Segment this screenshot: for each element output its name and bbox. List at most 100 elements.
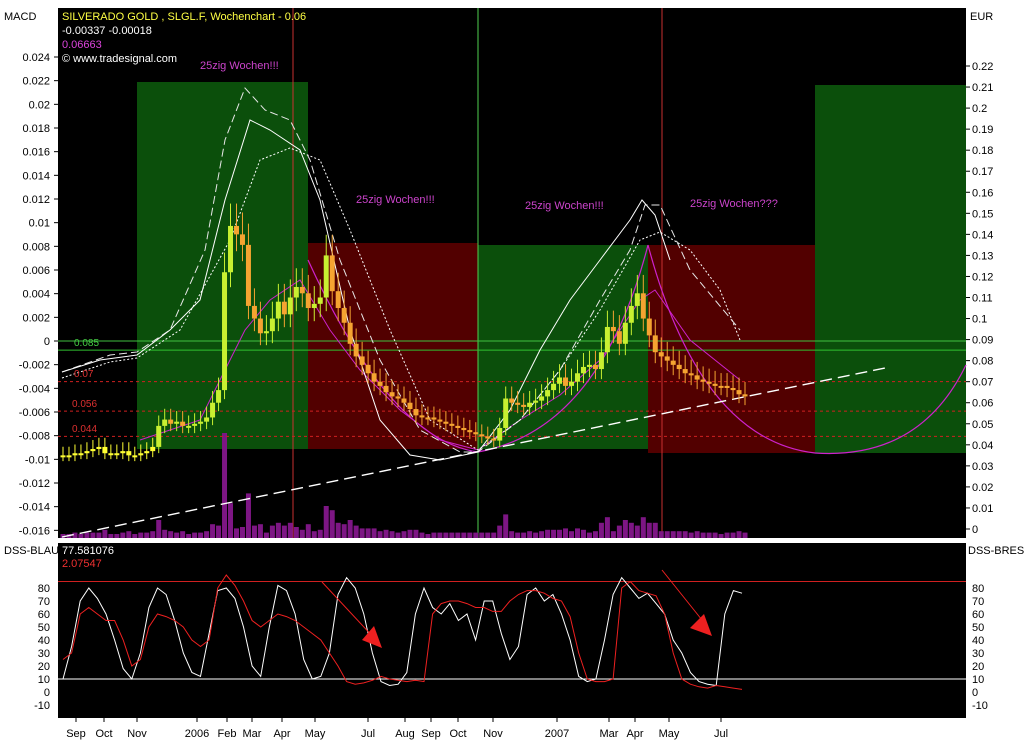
macd-tick-label: -0.002 <box>19 360 50 372</box>
dss-tick-label-right: 0 <box>972 687 978 699</box>
volume-bar <box>545 529 551 538</box>
price-axis: 0.22 0.21 0.2 0.19 0.18 0.17 0.16 0.15 0.14 0.13 0… <box>966 61 993 536</box>
macd-white-solid <box>61 119 671 461</box>
dss-tick-label: 0 <box>44 687 50 699</box>
candle-body <box>281 301 287 315</box>
candle-body <box>586 364 592 367</box>
candle-body <box>467 430 473 433</box>
volume-bar <box>84 532 90 538</box>
candle-body <box>222 272 228 391</box>
price-tick-label: 0.01 <box>972 503 993 515</box>
price-tick-label: 0.05 <box>972 419 993 431</box>
price-tick-label: 0.07 <box>972 377 993 389</box>
candle-body <box>233 225 239 235</box>
x-tick-label: 2007 <box>545 728 569 740</box>
candle-body <box>622 322 628 344</box>
volume-bar <box>365 528 371 538</box>
candle-body <box>365 364 371 374</box>
volume-bar <box>437 532 443 538</box>
macd-tick-label: 0.018 <box>22 123 50 135</box>
macd-tick-label: 0.014 <box>22 170 50 182</box>
macd-tick-label: 0 <box>44 336 50 348</box>
volume-bar <box>640 517 646 538</box>
cycle-arc-2 <box>477 244 649 453</box>
candle-body <box>168 419 174 424</box>
volume-bar <box>323 506 329 538</box>
candle-body <box>239 234 245 245</box>
volume-bar <box>634 525 640 538</box>
price-tick-label: 0.1 <box>972 314 987 326</box>
macd-tick-label: 0.024 <box>22 52 50 64</box>
candle-body <box>293 286 299 298</box>
dss-series-line <box>62 576 743 687</box>
price-tick-label: 0.2 <box>972 103 987 115</box>
candle-body <box>652 335 658 353</box>
candle-body <box>60 455 66 458</box>
volume-bar <box>533 532 539 538</box>
volume-bar <box>730 532 736 538</box>
volume-bar <box>652 522 658 538</box>
level-label-1: 0.085 <box>74 338 99 349</box>
x-tick-label: Sep <box>66 728 86 740</box>
candle-body <box>395 396 401 399</box>
candle-body <box>204 417 210 422</box>
candle-body <box>700 379 706 382</box>
macd-tick-label: 0.006 <box>22 265 50 277</box>
candle-body <box>317 297 323 304</box>
volume-bar <box>455 532 461 538</box>
candle-body <box>299 286 305 294</box>
candles-layer <box>60 203 748 462</box>
price-tick-label: 0.21 <box>972 82 993 94</box>
volume-bar <box>126 531 132 538</box>
arrow-2 <box>661 569 712 636</box>
volume-bar <box>222 433 228 538</box>
candle-body <box>706 381 712 384</box>
volume-bar <box>216 525 222 538</box>
macd-tick-label: -0.012 <box>19 478 50 490</box>
candle-body <box>497 427 503 441</box>
volume-bar <box>592 531 598 538</box>
candle-body <box>598 352 604 370</box>
red-zone-2 <box>648 245 815 453</box>
volume-bar <box>287 522 293 538</box>
dss-tick-label: 60 <box>38 609 50 621</box>
volume-bar <box>335 522 341 538</box>
volume-bar <box>521 532 527 538</box>
candle-body <box>616 331 622 344</box>
candle-body <box>245 244 251 306</box>
x-tick-label: 2006 <box>185 728 209 740</box>
volume-bar <box>275 522 281 538</box>
volume-bar <box>233 528 239 538</box>
volume-bar <box>60 534 66 538</box>
volume-bar <box>263 532 269 538</box>
dss-tick-label: 30 <box>38 648 50 660</box>
volume-bar <box>443 532 449 538</box>
candle-body <box>257 318 263 334</box>
volume-bar <box>162 529 168 538</box>
level-label-2: 0.07 <box>74 369 94 380</box>
dss-tick-label: 40 <box>38 635 50 647</box>
candle-body <box>132 455 138 458</box>
volume-bar <box>604 517 610 538</box>
volume-bar <box>132 534 138 538</box>
volume-bar <box>174 532 180 538</box>
candle-body <box>335 291 341 309</box>
volume-bar <box>586 532 592 538</box>
volume-bar <box>491 532 497 538</box>
candle-body <box>251 305 257 319</box>
volume-bar <box>688 532 694 538</box>
x-tick-label: Apr <box>626 728 643 740</box>
volume-bar <box>664 531 670 538</box>
macd-axis: 0.024 0.022 0.02 0.018 0.016 0.014 0.012 0.01 0.… <box>19 52 58 537</box>
volume-bar <box>425 534 431 538</box>
candle-body <box>443 421 449 424</box>
candle-body <box>192 423 198 426</box>
candle-body <box>174 421 180 424</box>
dss-tick-label: 50 <box>38 622 50 634</box>
candle-body <box>120 451 126 454</box>
macd-tick-label: 0.004 <box>22 289 50 301</box>
level-label-4: 0.044 <box>72 424 97 435</box>
candle-body <box>150 446 156 452</box>
macd-tick-label: -0.008 <box>19 431 50 443</box>
candle-body <box>437 419 443 422</box>
